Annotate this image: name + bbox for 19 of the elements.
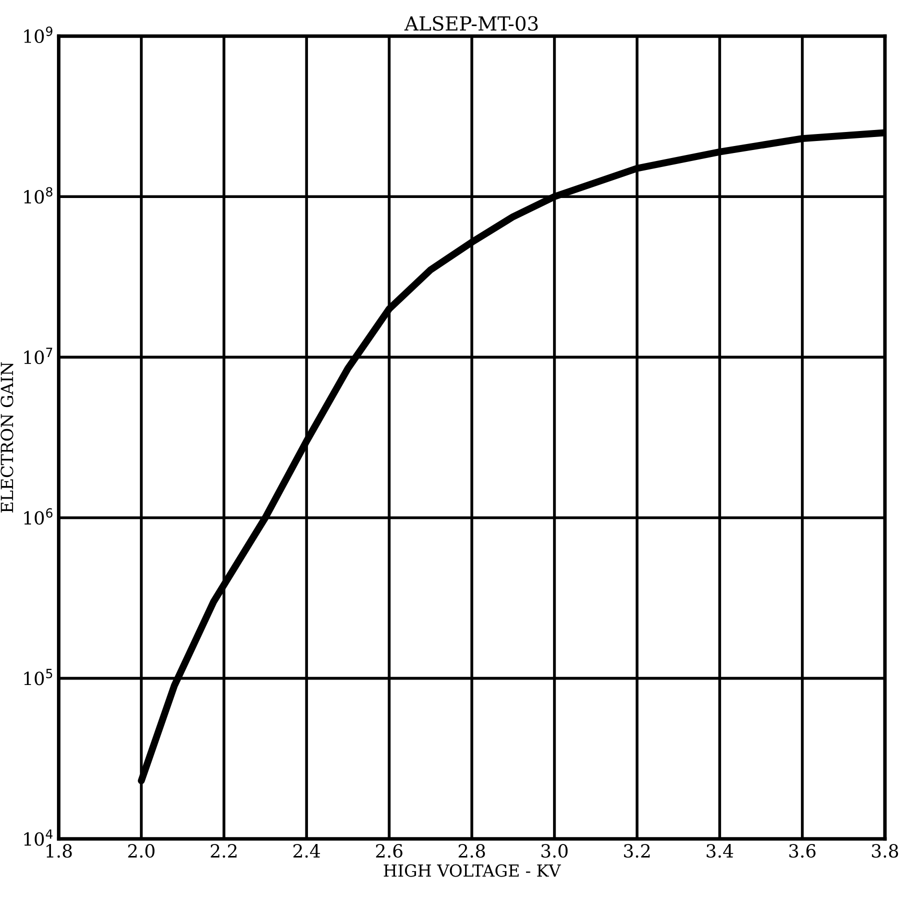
x-tick-label: 1.8 — [46, 844, 72, 858]
y-tick-label: 10$^{7}$ — [24, 348, 52, 364]
x-tick-label: 3.0 — [541, 844, 568, 858]
x-tick-label: 2.6 — [376, 844, 402, 858]
y-tick-label: 10$^{6}$ — [24, 508, 52, 525]
x-tick-label: 3.4 — [706, 844, 734, 858]
x-tick-label: 2.8 — [458, 844, 485, 858]
y-tick-label: 10$^{9}$ — [24, 26, 52, 44]
x-tick-label: 3.2 — [624, 844, 650, 858]
x-tick-label: 3.8 — [872, 844, 898, 858]
y-tick-label: 10$^{5}$ — [24, 668, 52, 686]
x-tick-label: 3.6 — [789, 844, 816, 858]
x-tick-label: 2.0 — [128, 844, 154, 858]
y-tick-label: 10$^{8}$ — [24, 187, 52, 204]
x-tick-label: 2.4 — [293, 844, 320, 858]
chart-title: ALSEP-MT-03 — [404, 16, 538, 31]
x-tick-label: 2.2 — [210, 844, 237, 858]
y-axis-title: ELECTRON GAIN — [0, 362, 14, 512]
x-axis-title: HIGH VOLTAGE - KV — [384, 864, 561, 877]
